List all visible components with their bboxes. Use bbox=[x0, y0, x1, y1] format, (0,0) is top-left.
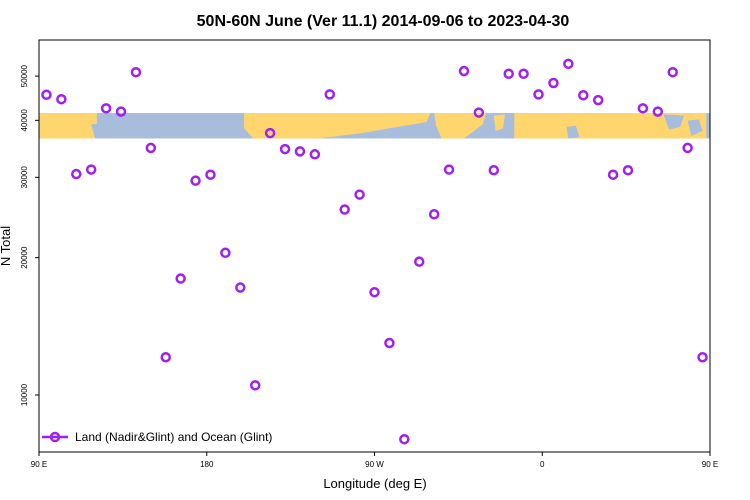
plot-frame bbox=[38, 39, 711, 453]
x-axis: 90 E 180 90 W 0 90 E bbox=[31, 452, 718, 469]
chart-title: 50N-60N June (Ver 11.1) 2014-09-06 to 20… bbox=[197, 13, 570, 30]
data-point bbox=[518, 68, 529, 80]
y-axis-title: N Total bbox=[0, 226, 13, 266]
data-point bbox=[205, 169, 216, 180]
data-point bbox=[100, 103, 112, 114]
data-point bbox=[369, 286, 380, 298]
data-point bbox=[309, 149, 321, 160]
data-point bbox=[682, 142, 693, 154]
data-point bbox=[578, 89, 589, 101]
map-ocean bbox=[687, 119, 703, 136]
data-point bbox=[279, 143, 291, 155]
data-point bbox=[607, 169, 619, 180]
data-point bbox=[548, 77, 559, 89]
y-tick-label: 30000 bbox=[20, 166, 29, 189]
x-tick-label: 90 W bbox=[365, 460, 384, 469]
y-tick-label: 40000 bbox=[20, 109, 29, 132]
world-map-band bbox=[39, 113, 710, 139]
data-point bbox=[56, 93, 67, 105]
data-point bbox=[145, 142, 157, 154]
x-tick-label: 0 bbox=[540, 460, 545, 469]
x-tick-label: 90 E bbox=[31, 460, 47, 469]
data-point bbox=[428, 209, 440, 220]
x-tick-label: 180 bbox=[200, 460, 214, 469]
map-land bbox=[39, 113, 97, 139]
data-point bbox=[85, 164, 97, 175]
data-point bbox=[71, 168, 82, 180]
data-point bbox=[399, 433, 410, 445]
legend-label: Land (Nadir&Glint) and Ocean (Glint) bbox=[75, 430, 272, 444]
legend: Land (Nadir&Glint) and Ocean (Glint) bbox=[42, 430, 272, 444]
data-points bbox=[41, 58, 708, 445]
data-point bbox=[667, 66, 678, 78]
data-point bbox=[488, 164, 500, 176]
data-point bbox=[592, 94, 604, 106]
data-point bbox=[160, 351, 171, 363]
data-point bbox=[249, 380, 261, 391]
data-point bbox=[190, 175, 201, 186]
data-point bbox=[473, 107, 485, 118]
data-point bbox=[637, 103, 649, 114]
data-point bbox=[264, 127, 276, 139]
data-point bbox=[503, 68, 514, 80]
data-point bbox=[235, 282, 246, 293]
x-axis-title: Longitude (deg E) bbox=[323, 476, 426, 491]
map-ocean bbox=[128, 120, 138, 135]
map-land bbox=[434, 113, 487, 139]
y-tick-label: 20000 bbox=[20, 246, 29, 269]
y-tick-label: 50000 bbox=[20, 64, 29, 87]
data-point bbox=[339, 204, 350, 215]
legend-marker bbox=[49, 431, 61, 443]
map-ocean bbox=[91, 123, 107, 139]
data-point bbox=[563, 58, 574, 70]
map-land bbox=[244, 113, 431, 139]
x-tick-label: 90 E bbox=[702, 460, 718, 469]
data-point bbox=[384, 337, 395, 349]
data-point bbox=[533, 89, 544, 100]
data-point bbox=[622, 164, 634, 176]
data-point bbox=[458, 65, 470, 77]
data-point bbox=[413, 256, 425, 267]
data-point bbox=[324, 89, 336, 100]
y-tick-label: 10000 bbox=[20, 383, 29, 406]
map-ocean bbox=[566, 125, 580, 139]
data-point bbox=[443, 164, 455, 175]
data-point bbox=[354, 189, 365, 200]
data-point bbox=[41, 89, 52, 101]
data-point bbox=[294, 146, 306, 157]
map-land bbox=[493, 114, 505, 131]
data-point bbox=[130, 66, 142, 78]
data-point bbox=[220, 247, 231, 259]
map-ocean bbox=[663, 114, 684, 130]
data-point bbox=[697, 351, 708, 363]
data-point bbox=[652, 106, 664, 117]
data-point bbox=[175, 273, 186, 284]
y-axis: 10000 20000 30000 40000 50000 bbox=[20, 64, 39, 406]
data-point bbox=[115, 106, 127, 117]
